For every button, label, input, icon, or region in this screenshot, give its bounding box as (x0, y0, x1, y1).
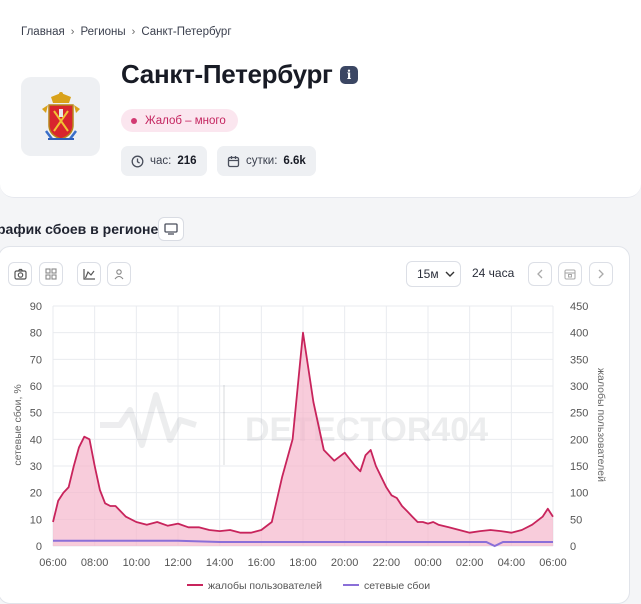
day-stat: сутки: 6.6k (217, 146, 316, 176)
user-icon (114, 269, 124, 280)
breadcrumb-home-link[interactable]: Главная (21, 26, 65, 38)
breadcrumb: Главная › Регионы › Санкт-Петербург (21, 26, 232, 38)
breadcrumb-regions-link[interactable]: Регионы (80, 26, 126, 38)
period-label: 24 часа (472, 266, 515, 280)
screenshot-button[interactable] (8, 262, 32, 286)
next-period-button[interactable] (589, 262, 613, 286)
breadcrumb-current: Санкт-Петербург (141, 26, 232, 38)
toggle-view-button[interactable] (158, 217, 184, 241)
region-coat-of-arms (21, 77, 100, 156)
complaints-status-badge: Жалоб – много (121, 109, 238, 132)
region-header-card: Главная › Регионы › Санкт-Петербург Санк… (0, 0, 641, 198)
coat-of-arms-icon (41, 91, 80, 140)
clock-icon (131, 155, 144, 167)
date-picker-button[interactable] (558, 262, 582, 286)
previous-period-button[interactable] (528, 262, 552, 286)
calendar-icon (564, 269, 576, 280)
chevron-left-icon (537, 269, 543, 279)
status-badge-label: Жалоб – много (145, 114, 226, 127)
section-title: рафик сбоев в регионе (0, 221, 159, 237)
interval-select[interactable]: 15м (406, 261, 461, 287)
area-chart-icon (82, 269, 95, 280)
info-icon[interactable]: i (340, 66, 358, 84)
area-chart-button[interactable] (77, 262, 101, 286)
user-filter-button[interactable] (107, 262, 131, 286)
breadcrumb-separator: › (70, 26, 75, 38)
hour-stat-label: час: (150, 155, 172, 167)
grid-view-button[interactable] (39, 262, 63, 286)
chevron-right-icon (598, 269, 604, 279)
status-dot-icon (131, 117, 137, 124)
calendar-icon (227, 155, 240, 167)
page-title: Санкт-Петербург (121, 59, 333, 89)
day-stat-label: сутки: (246, 155, 278, 167)
hour-stat-value: 216 (177, 155, 197, 167)
hour-stat: час: 216 (121, 146, 207, 176)
outage-chart-card (0, 246, 630, 604)
grid-icon (45, 268, 57, 280)
camera-icon (13, 268, 27, 280)
chevron-down-icon (445, 271, 455, 277)
monitor-icon (164, 223, 178, 235)
breadcrumb-separator: › (131, 26, 136, 38)
day-stat-value: 6.6k (283, 155, 306, 167)
interval-select-value: 15м (417, 267, 439, 281)
